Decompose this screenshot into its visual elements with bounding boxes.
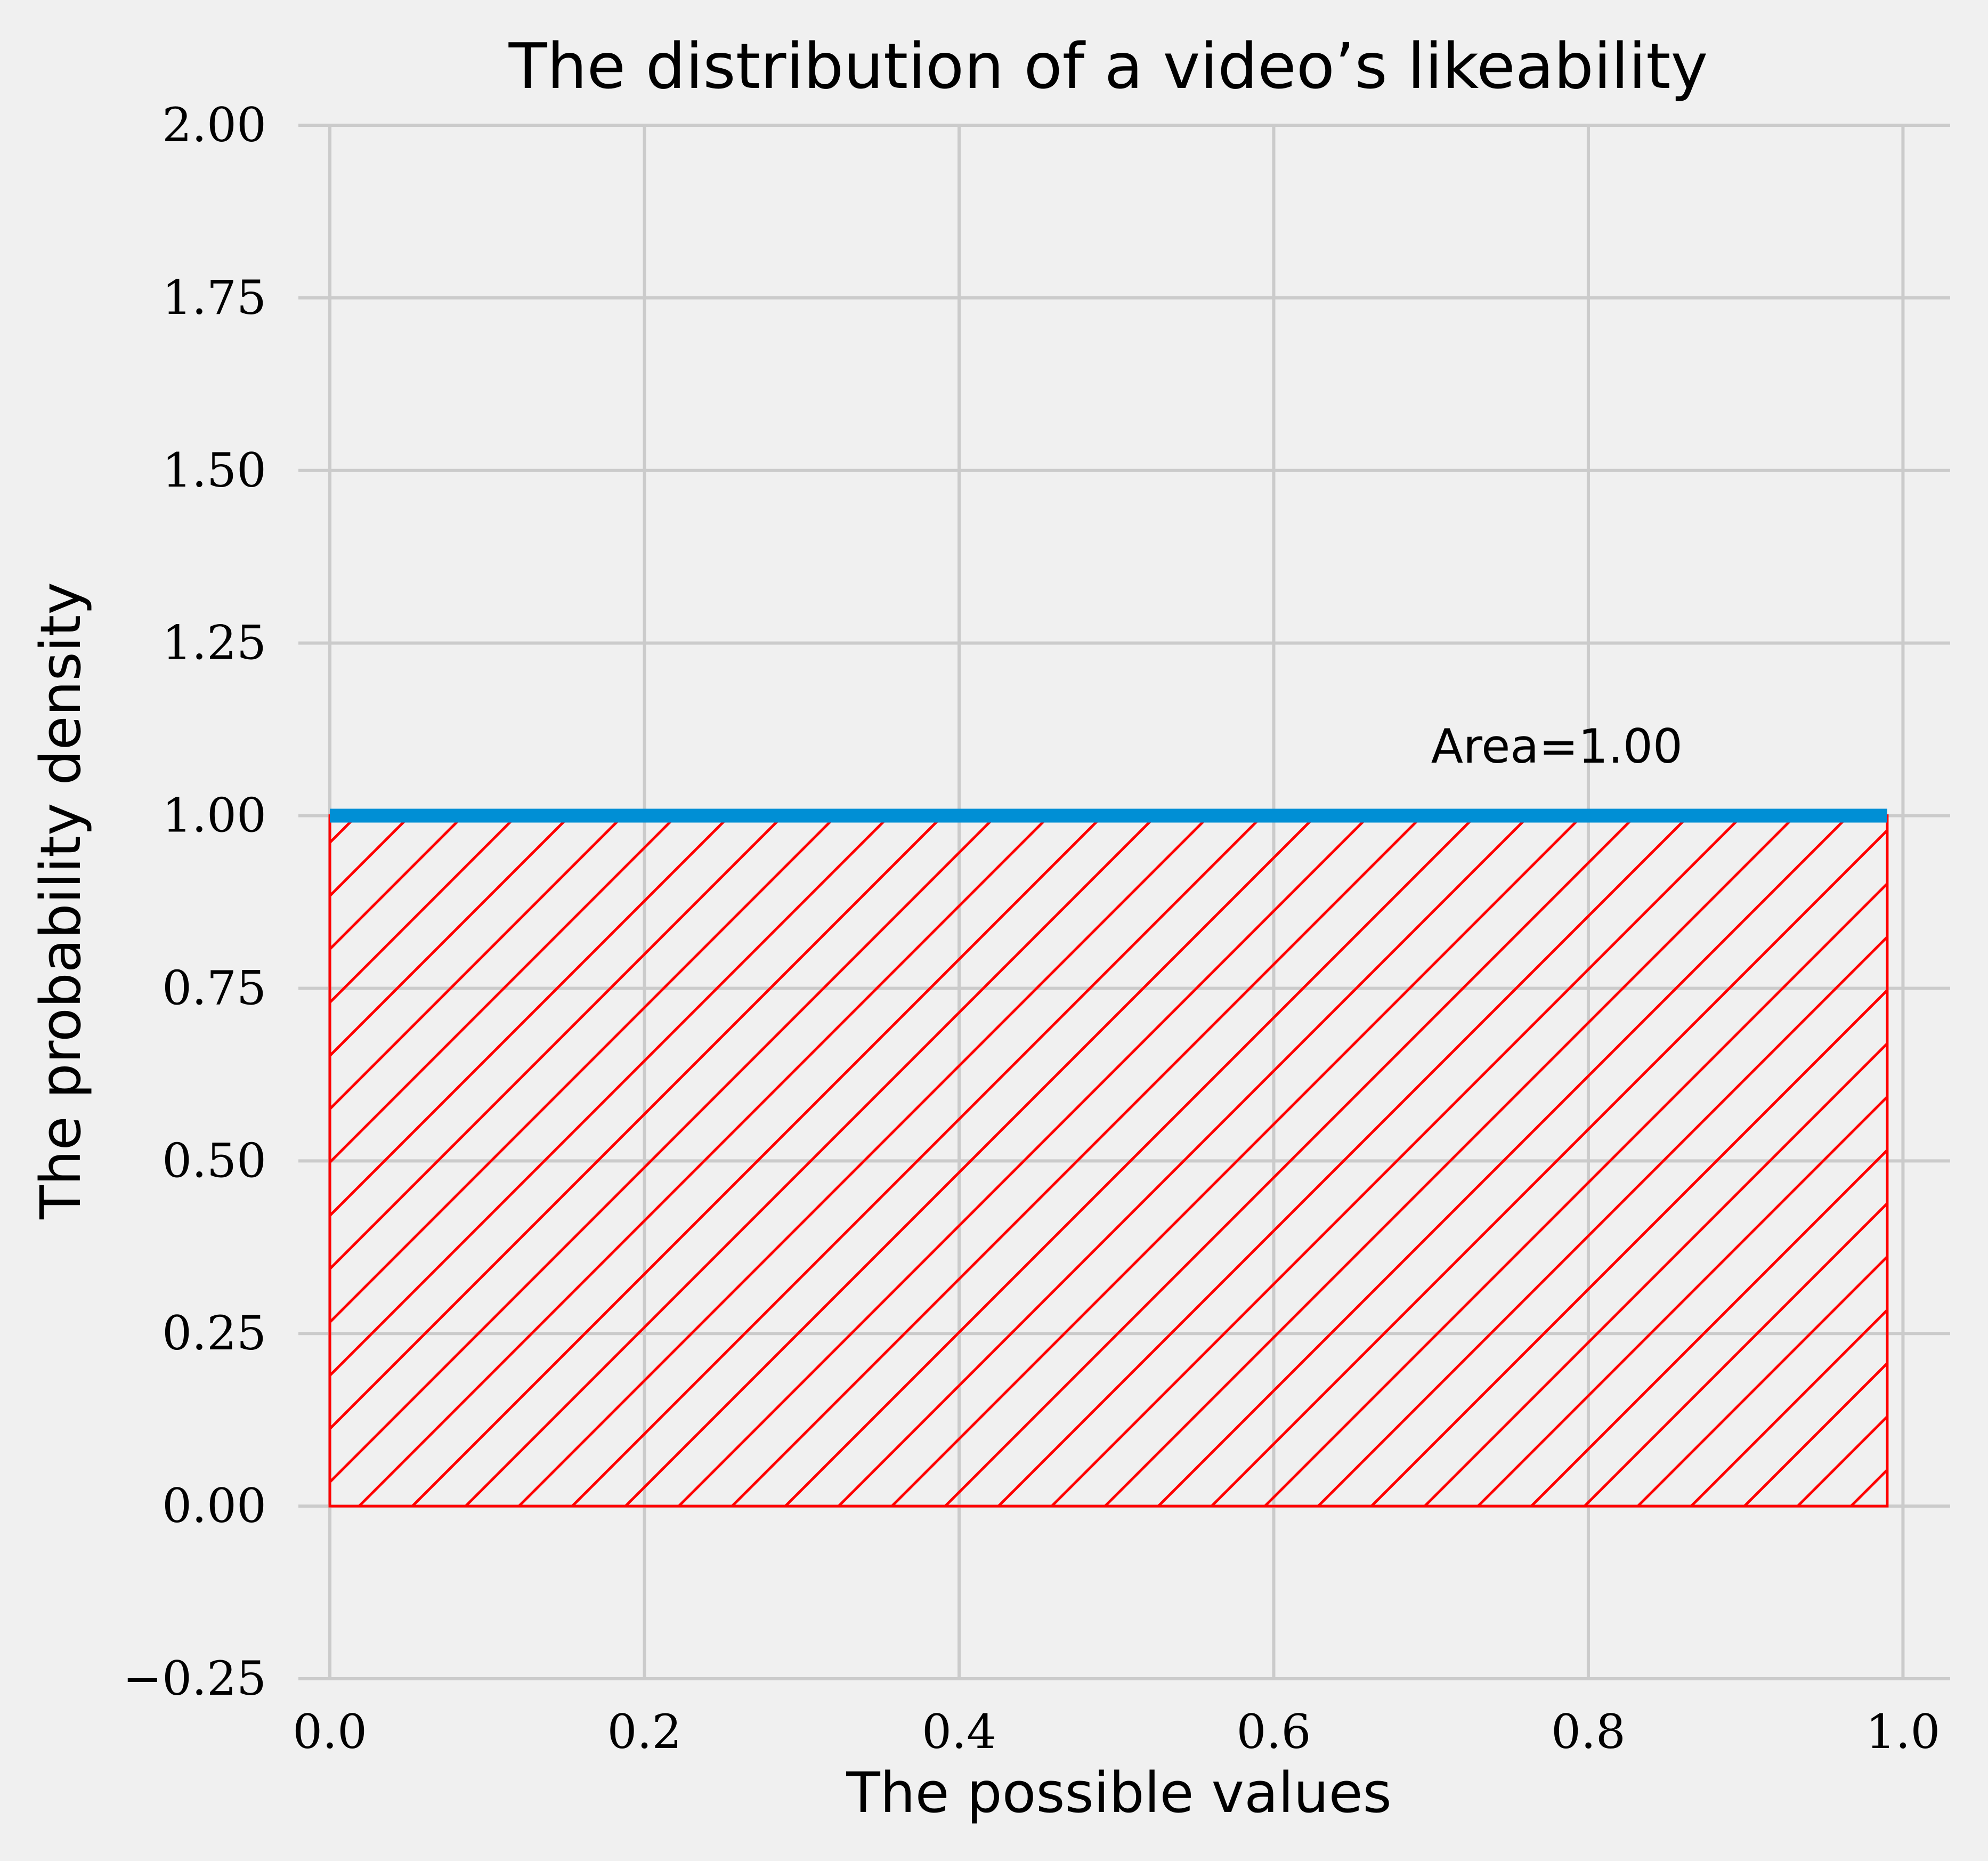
y-tick-label: 2.00 bbox=[162, 98, 266, 152]
y-tick-label: 0.50 bbox=[162, 1133, 266, 1188]
x-tick-label: 0.2 bbox=[607, 1704, 682, 1759]
x-axis-label: The possible values bbox=[846, 1760, 1392, 1825]
x-tick-label: 0.0 bbox=[293, 1704, 367, 1759]
chart-title: The distribution of a video’s likeabilit… bbox=[508, 29, 1708, 103]
y-tick-label: 0.75 bbox=[162, 960, 266, 1015]
y-tick-label: −0.25 bbox=[123, 1651, 266, 1706]
y-tick-label: 1.25 bbox=[162, 616, 266, 670]
tick-labels: 0.0 0.2 0.4 0.6 0.8 1.0 −0.25 0.00 0.25 0.50 0.75 1… bbox=[123, 98, 1940, 1759]
y-axis-label: The probability density bbox=[28, 582, 93, 1220]
y-tick-label: 1.00 bbox=[162, 788, 266, 843]
plot-marks bbox=[328, 808, 1889, 1508]
y-tick-label: 0.00 bbox=[162, 1478, 266, 1533]
x-tick-label: 0.4 bbox=[922, 1704, 996, 1759]
hatched-area bbox=[328, 814, 1889, 1508]
area-annotation: Area=1.00 bbox=[1431, 719, 1683, 774]
y-tick-label: 1.75 bbox=[162, 270, 266, 325]
x-tick-label: 0.8 bbox=[1551, 1704, 1626, 1759]
y-tick-label: 0.25 bbox=[162, 1306, 266, 1361]
y-tick-label: 1.50 bbox=[162, 443, 266, 498]
x-tick-label: 1.0 bbox=[1865, 1704, 1940, 1759]
x-tick-label: 0.6 bbox=[1236, 1704, 1311, 1759]
